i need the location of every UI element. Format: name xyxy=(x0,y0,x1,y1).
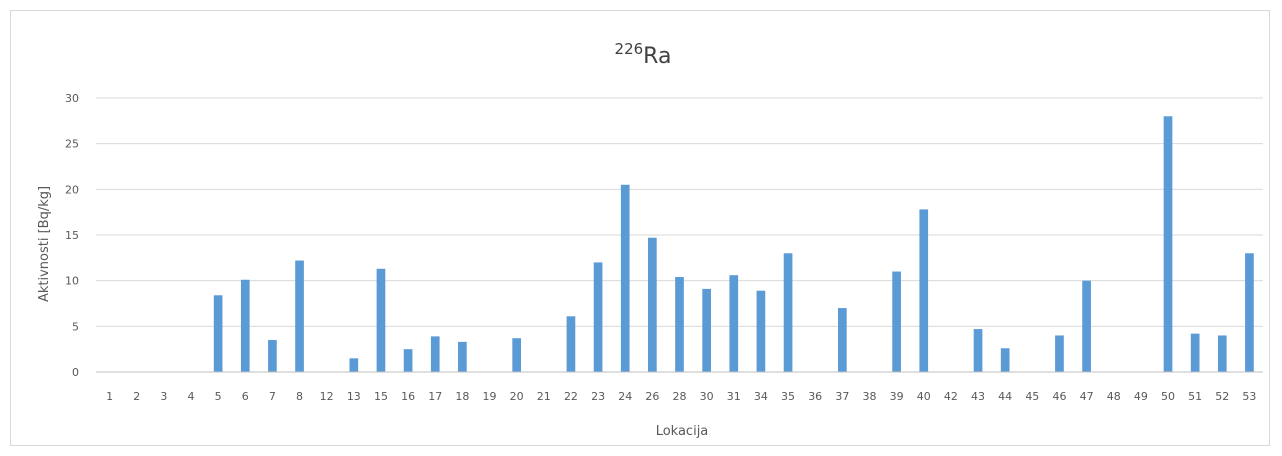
chart-title-superscript: 226 xyxy=(615,40,644,58)
x-tick-label: 16 xyxy=(401,390,415,403)
bar-18 xyxy=(458,341,467,372)
bar-20 xyxy=(512,338,522,372)
x-tick-label: 2 xyxy=(133,390,140,403)
x-tick-label: 40 xyxy=(917,390,931,403)
y-tick-label: 30 xyxy=(65,92,79,105)
x-tick-label: 5 xyxy=(215,390,222,403)
x-tick-label: 15 xyxy=(374,390,388,403)
bar-44 xyxy=(1000,348,1010,372)
bar-24 xyxy=(620,184,630,372)
bar-35 xyxy=(783,253,793,372)
y-tick-label: 5 xyxy=(72,320,79,333)
chart-frame: 226Ra 0 5 10 15 20 25 30 1 2 3 4 5 6 7 8 12 13 15 16 17 18 1… xyxy=(10,10,1270,446)
bar-39 xyxy=(892,271,901,372)
bar-52 xyxy=(1217,335,1227,372)
y-axis-title: Aktivnosti [Bq/kg] xyxy=(37,186,52,302)
y-axis-ticks: 0 5 10 15 20 25 30 xyxy=(65,92,79,379)
gridlines xyxy=(96,97,1263,327)
x-tick-label: 7 xyxy=(269,390,276,403)
x-tick-label: 49 xyxy=(1134,390,1148,403)
bar-46 xyxy=(1055,335,1064,372)
bar-28 xyxy=(675,277,684,372)
x-tick-label: 35 xyxy=(781,390,795,403)
x-tick-label: 8 xyxy=(296,390,303,403)
x-tick-label: 3 xyxy=(160,390,167,403)
bar-8 xyxy=(295,260,304,372)
bar-26 xyxy=(648,237,657,372)
x-tick-label: 46 xyxy=(1052,390,1066,403)
bar-23 xyxy=(593,262,603,372)
bar-34 xyxy=(756,290,766,372)
bar-13 xyxy=(349,358,359,372)
bar-22 xyxy=(566,316,576,372)
x-tick-label: 17 xyxy=(428,390,442,403)
bar-51 xyxy=(1190,333,1200,372)
x-tick-label: 26 xyxy=(645,390,659,403)
bar-5 xyxy=(213,295,223,372)
bar-43 xyxy=(973,329,983,372)
x-tick-label: 45 xyxy=(1025,390,1039,403)
x-tick-label: 44 xyxy=(998,390,1012,403)
bar-15 xyxy=(376,268,386,372)
bar-7 xyxy=(268,340,277,372)
x-tick-label: 6 xyxy=(242,390,249,403)
x-tick-label: 47 xyxy=(1080,390,1094,403)
bar-17 xyxy=(430,336,440,372)
bar-47 xyxy=(1082,280,1091,372)
x-tick-label: 24 xyxy=(618,390,632,403)
y-tick-label: 25 xyxy=(65,138,79,151)
x-tick-label: 43 xyxy=(971,390,985,403)
bar-50 xyxy=(1163,116,1173,373)
bar-6 xyxy=(240,279,250,372)
x-tick-label: 21 xyxy=(537,390,551,403)
y-tick-label: 20 xyxy=(65,183,79,196)
x-tick-label: 4 xyxy=(187,390,194,403)
bar-16 xyxy=(403,349,413,372)
bar-30 xyxy=(702,288,711,372)
bar-31 xyxy=(729,275,739,372)
x-tick-label: 18 xyxy=(455,390,469,403)
x-tick-label: 23 xyxy=(591,390,605,403)
x-tick-label: 53 xyxy=(1242,390,1256,403)
y-tick-label: 0 xyxy=(72,366,79,379)
x-tick-label: 37 xyxy=(835,390,849,403)
x-tick-label: 19 xyxy=(483,390,497,403)
x-tick-label: 51 xyxy=(1188,390,1202,403)
x-tick-label: 22 xyxy=(564,390,578,403)
x-tick-label: 30 xyxy=(700,390,714,403)
bars xyxy=(213,116,1254,373)
chart-title: 226Ra xyxy=(615,40,672,69)
x-tick-label: 28 xyxy=(673,390,687,403)
x-axis-title: Lokacija xyxy=(656,424,709,439)
x-tick-label: 12 xyxy=(320,390,334,403)
x-tick-label: 1 xyxy=(106,390,113,403)
bar-40 xyxy=(919,209,929,372)
y-tick-label: 15 xyxy=(65,229,79,242)
x-tick-label: 31 xyxy=(727,390,741,403)
x-tick-label: 36 xyxy=(808,390,822,403)
chart-title-main: Ra xyxy=(643,44,671,69)
svg-text:226Ra: 226Ra xyxy=(615,40,672,69)
x-tick-label: 13 xyxy=(347,390,361,403)
y-tick-label: 10 xyxy=(65,275,79,288)
x-tick-label: 52 xyxy=(1215,390,1229,403)
x-tick-label: 39 xyxy=(890,390,904,403)
x-tick-label: 34 xyxy=(754,390,768,403)
bar-37 xyxy=(837,308,847,372)
bar-53 xyxy=(1245,253,1254,372)
x-tick-label: 42 xyxy=(944,390,958,403)
x-tick-label: 48 xyxy=(1107,390,1121,403)
x-tick-label: 20 xyxy=(510,390,524,403)
x-tick-label: 50 xyxy=(1161,390,1175,403)
x-axis-ticks: 1 2 3 4 5 6 7 8 12 13 15 16 17 18 19 20 21 22 23 24 26 28 30 31… xyxy=(106,390,1256,403)
x-tick-label: 38 xyxy=(862,390,876,403)
